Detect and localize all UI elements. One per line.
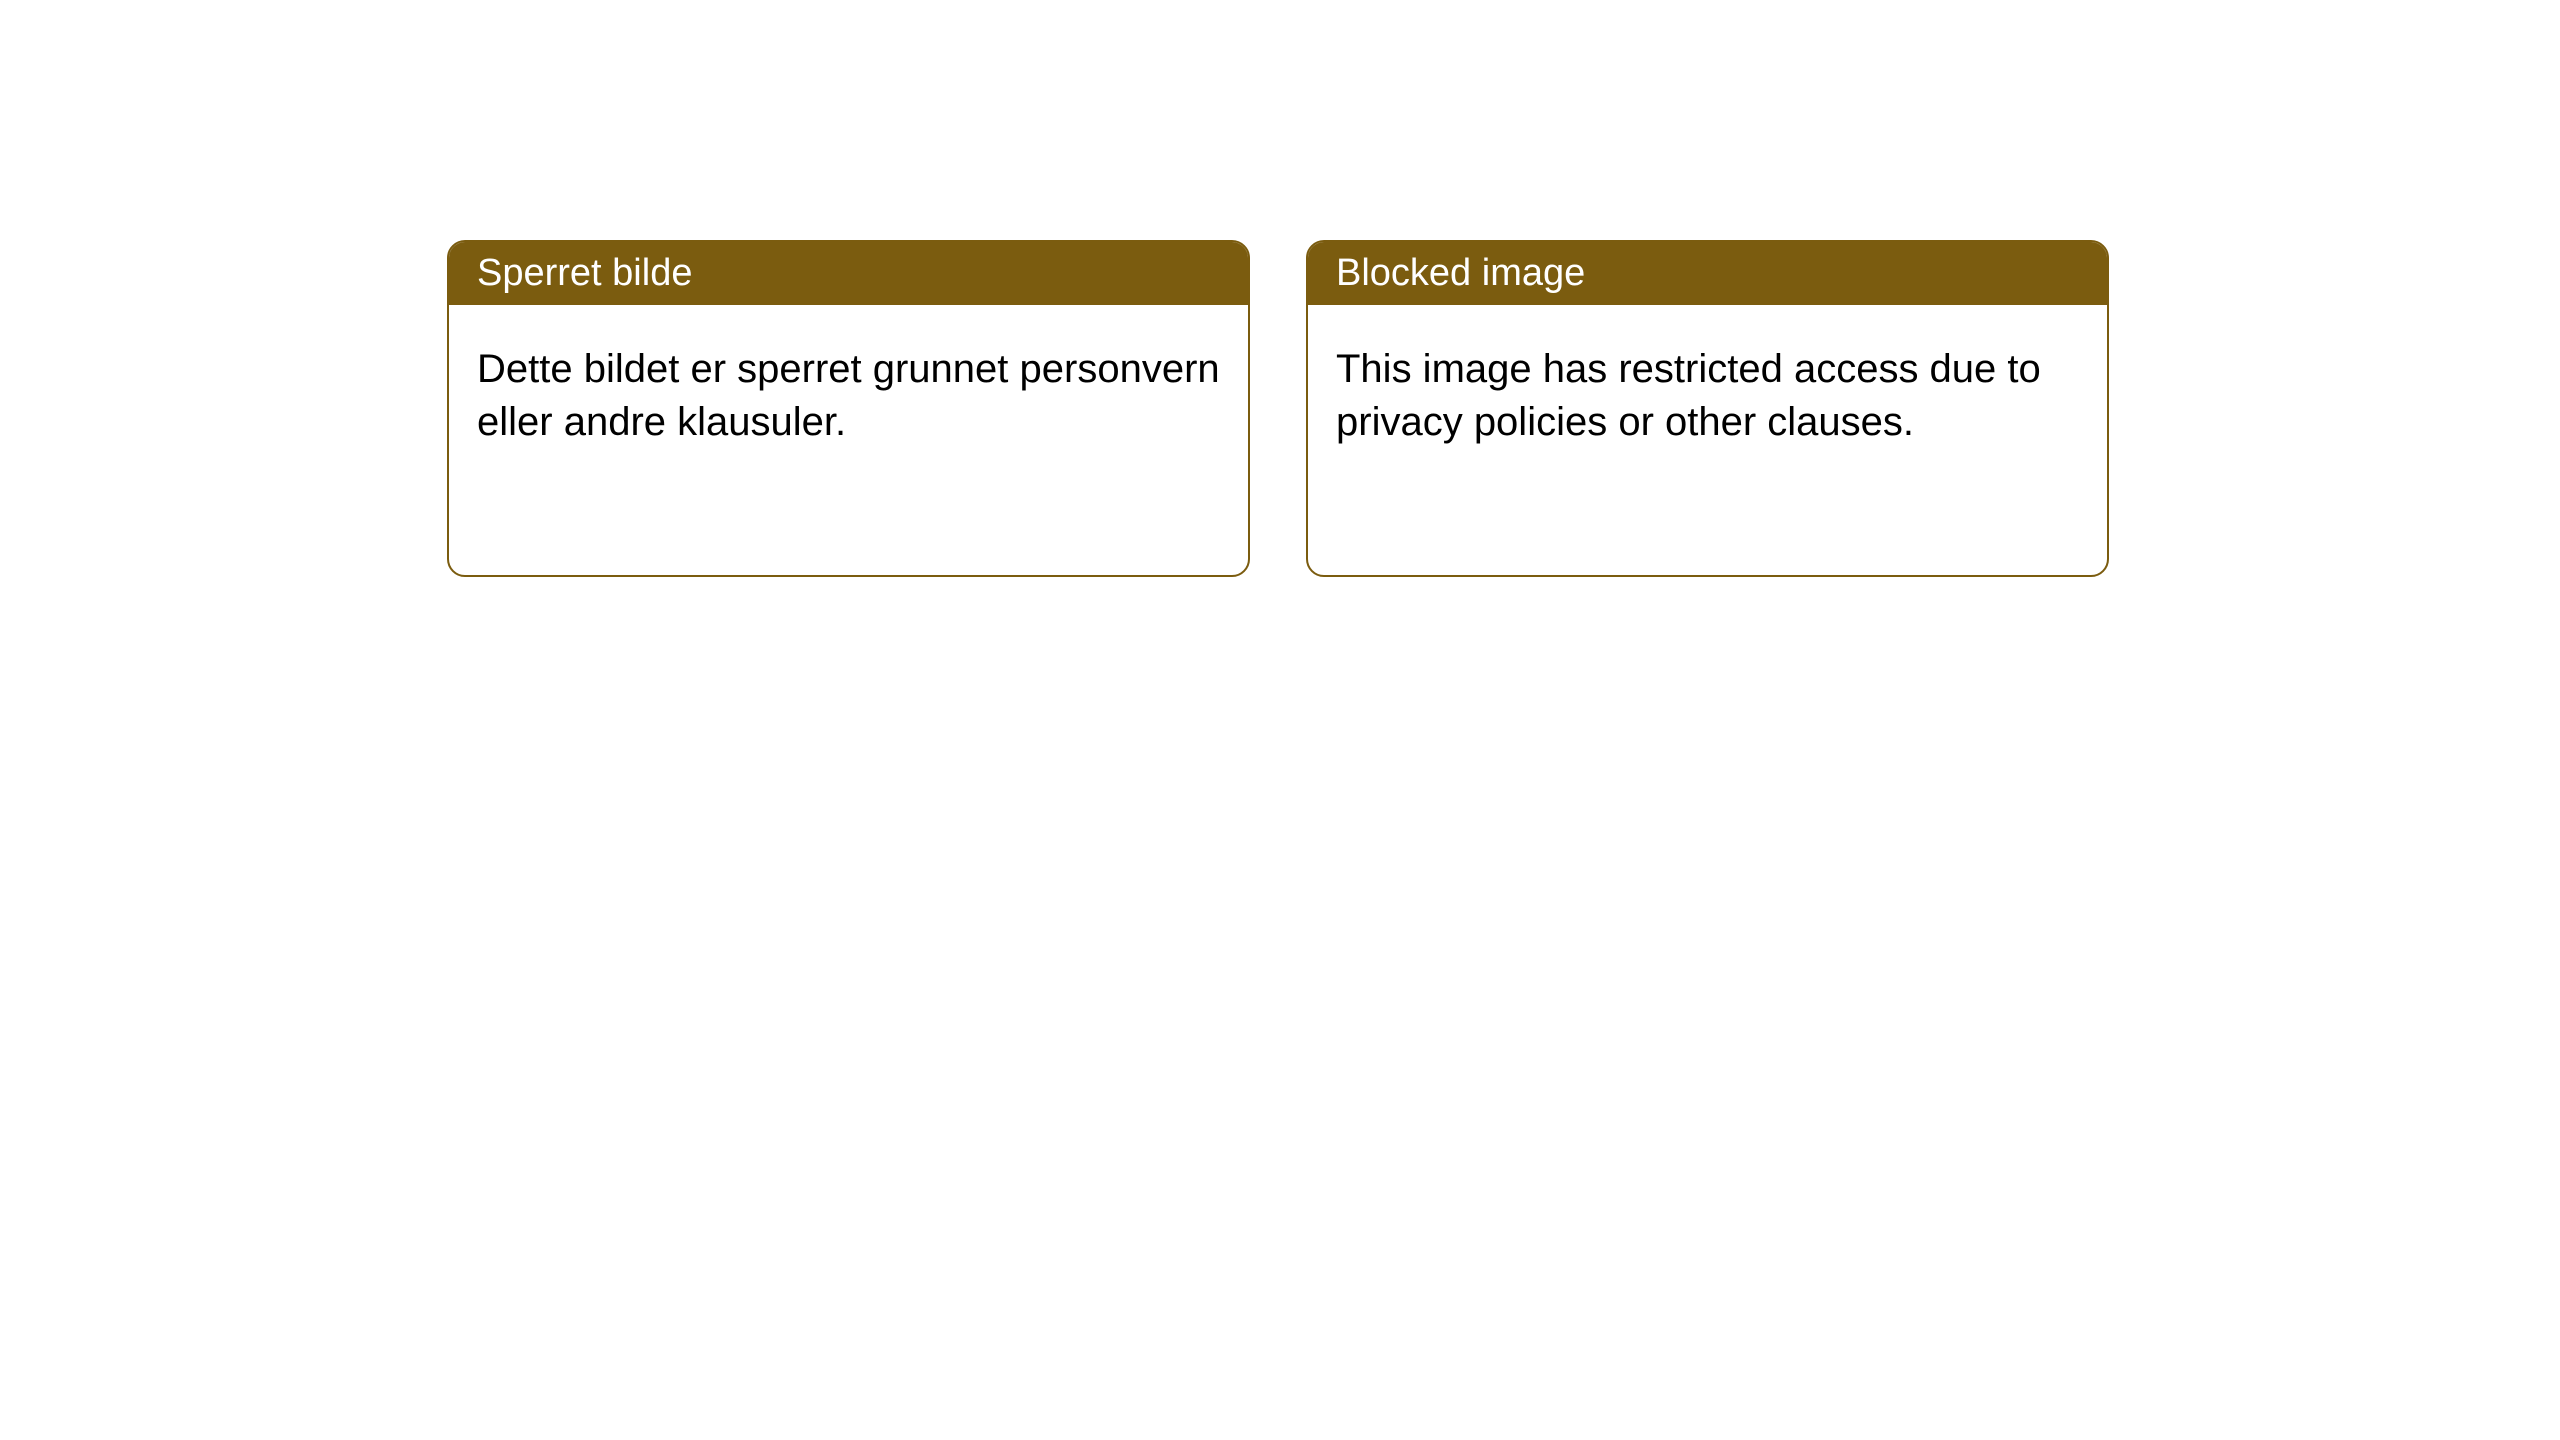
- blocked-image-card-no: Sperret bilde Dette bildet er sperret gr…: [447, 240, 1250, 577]
- blocked-image-card-en: Blocked image This image has restricted …: [1306, 240, 2109, 577]
- card-title-no: Sperret bilde: [449, 242, 1248, 305]
- card-body-no: Dette bildet er sperret grunnet personve…: [449, 305, 1248, 575]
- card-body-en: This image has restricted access due to …: [1308, 305, 2107, 575]
- card-title-en: Blocked image: [1308, 242, 2107, 305]
- blocked-image-cards-container: Sperret bilde Dette bildet er sperret gr…: [447, 240, 2109, 577]
